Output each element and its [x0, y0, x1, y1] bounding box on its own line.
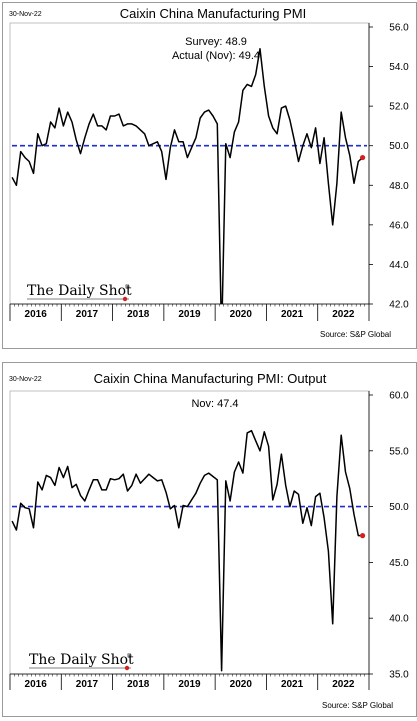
- xtick-label-bottom-5: 2021: [281, 679, 304, 690]
- series-line-top: [11, 48, 364, 304]
- date-stamp-bottom: 30-Nov-22: [9, 376, 42, 383]
- ytick-label-bottom-0: 35.0: [389, 670, 409, 681]
- ytick-label-top-1: 44.0: [389, 260, 409, 271]
- ytick-label-bottom-3: 50.0: [389, 502, 409, 513]
- chart-panel-top: 30-Nov-22 Caixin China Manufacturing PMI S…: [2, 2, 417, 349]
- xtick-label-top-6: 2022: [332, 309, 355, 320]
- chart-svg-top: 30-Nov-22 Caixin China Manufacturing PMI S…: [9, 6, 409, 339]
- xtick-label-bottom-6: 2022: [332, 679, 355, 690]
- logo-mark-bottom: ®: [127, 653, 132, 660]
- ytick-label-top-7: 56.0: [389, 23, 409, 34]
- ytick-label-top-0: 42.0: [389, 300, 409, 311]
- logo-top: The Daily Shot: [27, 283, 132, 299]
- xtick-label-bottom-3: 2019: [178, 679, 201, 690]
- chart-title-top: Caixin China Manufacturing PMI: [120, 6, 306, 21]
- annotation-top-1: Actual (Nov): 49.4: [172, 50, 260, 62]
- logo-dot-bottom: [124, 665, 130, 671]
- last-point-top: [359, 154, 366, 161]
- xtick-label-bottom-2: 2018: [127, 679, 150, 690]
- annotation-bottom-0: Nov: 47.4: [191, 398, 238, 410]
- ytick-label-top-4: 50.0: [389, 141, 409, 152]
- xtick-label-top-5: 2021: [281, 309, 304, 320]
- ytick-label-top-5: 52.0: [389, 102, 409, 113]
- ytick-label-bottom-1: 40.0: [389, 614, 409, 625]
- logo-dot-top: [122, 296, 128, 302]
- xtick-label-top-2: 2018: [127, 309, 150, 320]
- ytick-label-top-3: 48.0: [389, 181, 409, 192]
- source-top: Source: S&P Global: [320, 330, 391, 339]
- last-point-bottom: [359, 533, 366, 539]
- ytick-label-top-6: 54.0: [389, 62, 409, 73]
- annotation-top-0: Survey: 48.9: [185, 36, 247, 48]
- xtick-label-top-3: 2019: [178, 309, 201, 320]
- chart-title-bottom: Caixin China Manufacturing PMI: Output: [94, 371, 327, 386]
- chart-svg-bottom: 30-Nov-22 Caixin China Manufacturing PMI:…: [9, 371, 409, 710]
- xtick-label-top-1: 2017: [76, 309, 99, 320]
- chart-panel-bottom: 30-Nov-22 Caixin China Manufacturing PMI:…: [2, 362, 417, 717]
- xtick-label-bottom-0: 2016: [25, 679, 48, 690]
- xtick-label-top-0: 2016: [25, 309, 48, 320]
- date-stamp-top: 30-Nov-22: [9, 11, 42, 18]
- plot-area-top: [9, 22, 370, 305]
- ytick-label-bottom-4: 55.0: [389, 446, 409, 457]
- logo-mark-top: ®: [125, 284, 130, 291]
- ytick-label-top-2: 46.0: [389, 220, 409, 231]
- plot-area-bottom: [9, 390, 370, 675]
- series-line-bottom: [11, 429, 363, 672]
- source-bottom: Source: S&P Global: [322, 701, 393, 710]
- xtick-label-top-4: 2020: [230, 309, 253, 320]
- xtick-label-bottom-4: 2020: [230, 679, 253, 690]
- logo-bottom: The Daily Shot: [29, 652, 134, 668]
- xtick-label-bottom-1: 2017: [76, 679, 99, 690]
- ytick-label-bottom-2: 45.0: [389, 558, 409, 569]
- ytick-label-bottom-5: 60.0: [389, 391, 409, 402]
